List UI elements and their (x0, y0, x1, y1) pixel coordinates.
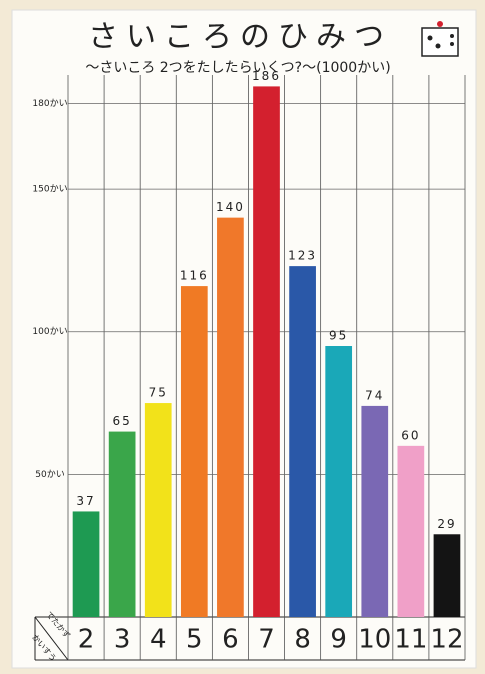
value-label: 29 (437, 517, 456, 531)
bar (108, 431, 136, 617)
value-label: 60 (401, 428, 420, 442)
bar (433, 534, 461, 617)
value-label: 140 (216, 200, 245, 214)
x-tick-label: 10 (358, 625, 391, 655)
x-tick-label: 12 (430, 625, 463, 655)
y-tick-label: 180かい (32, 98, 67, 109)
y-tick-label: 150かい (32, 184, 67, 195)
value-label: 123 (288, 249, 317, 263)
x-tick-label: 7 (258, 625, 275, 655)
bar (180, 286, 208, 617)
x-tick-label: 5 (186, 625, 203, 655)
value-label: 37 (76, 494, 95, 508)
value-label: 75 (149, 386, 168, 400)
x-tick-label: 6 (222, 625, 239, 655)
chart-title: さいころのひみつ (88, 20, 392, 55)
value-label: 95 (329, 329, 348, 343)
bar (361, 405, 389, 617)
bar (72, 511, 100, 617)
y-tick-label: 50かい (35, 469, 64, 480)
bar (325, 346, 353, 617)
bar (253, 86, 280, 618)
x-tick-label: 9 (330, 625, 347, 655)
x-tick-label: 11 (394, 625, 427, 655)
bar (217, 217, 244, 617)
y-tick-label: 100かい (32, 326, 67, 337)
bar (397, 445, 425, 617)
value-label: 65 (112, 414, 131, 428)
x-tick-label: 2 (78, 625, 95, 655)
value-label: 186 (252, 69, 281, 83)
bar (144, 403, 172, 617)
corner-diagonal (34, 616, 69, 661)
x-tick-label: 8 (294, 625, 311, 655)
x-tick-label: 4 (150, 625, 167, 655)
dice-icon (421, 21, 459, 57)
bar (289, 266, 316, 617)
value-label: 116 (180, 269, 209, 283)
x-tick-label: 3 (114, 625, 131, 655)
value-label: 74 (365, 388, 384, 402)
chart-subtitle: 〜さいころ 2つをたしたらいくつ?〜(1000かい) (85, 60, 390, 76)
